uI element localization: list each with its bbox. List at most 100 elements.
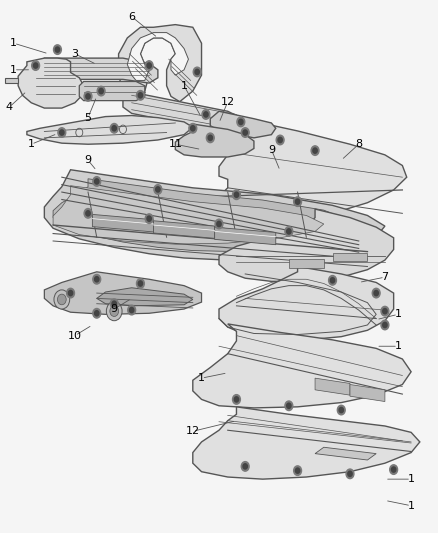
Text: 9: 9 <box>85 155 92 165</box>
Polygon shape <box>127 33 188 80</box>
Text: 5: 5 <box>85 112 92 123</box>
Circle shape <box>112 126 117 131</box>
Circle shape <box>383 309 387 314</box>
Polygon shape <box>219 209 394 281</box>
Circle shape <box>241 128 249 138</box>
Circle shape <box>53 45 61 54</box>
Circle shape <box>374 290 378 296</box>
Text: 1: 1 <box>198 373 205 383</box>
Text: 10: 10 <box>68 330 82 341</box>
Polygon shape <box>53 185 324 244</box>
Circle shape <box>206 133 214 143</box>
Circle shape <box>95 277 99 282</box>
Circle shape <box>293 466 301 475</box>
Polygon shape <box>153 221 215 238</box>
Circle shape <box>337 405 345 415</box>
Circle shape <box>110 124 118 133</box>
Circle shape <box>392 467 396 472</box>
Circle shape <box>137 91 145 100</box>
Circle shape <box>95 311 99 316</box>
Circle shape <box>57 294 66 305</box>
Circle shape <box>67 288 74 298</box>
Circle shape <box>233 190 240 199</box>
Circle shape <box>84 208 92 218</box>
Text: 11: 11 <box>168 139 182 149</box>
Circle shape <box>189 124 197 133</box>
Circle shape <box>147 63 151 68</box>
Polygon shape <box>92 214 153 232</box>
Circle shape <box>138 93 143 98</box>
Text: 1: 1 <box>408 500 415 511</box>
Polygon shape <box>210 111 276 138</box>
Text: 1: 1 <box>408 474 415 484</box>
Polygon shape <box>5 78 18 83</box>
Circle shape <box>313 148 317 154</box>
Circle shape <box>93 176 101 186</box>
Circle shape <box>68 290 73 296</box>
Circle shape <box>99 88 103 94</box>
Polygon shape <box>315 378 350 395</box>
Text: 6: 6 <box>128 12 135 22</box>
Circle shape <box>154 184 162 194</box>
Circle shape <box>237 117 245 127</box>
Text: 9: 9 <box>111 304 118 314</box>
Text: 1: 1 <box>180 81 187 91</box>
Text: 7: 7 <box>381 272 389 282</box>
Circle shape <box>156 187 160 192</box>
Circle shape <box>112 301 117 306</box>
Polygon shape <box>193 407 420 479</box>
Circle shape <box>147 216 151 221</box>
Polygon shape <box>210 118 407 221</box>
Circle shape <box>293 197 301 206</box>
Circle shape <box>58 128 66 138</box>
Circle shape <box>241 462 249 471</box>
Circle shape <box>381 320 389 330</box>
Circle shape <box>145 61 153 70</box>
Polygon shape <box>315 447 376 460</box>
Polygon shape <box>53 179 359 252</box>
Circle shape <box>295 468 300 473</box>
Circle shape <box>106 302 122 321</box>
Circle shape <box>372 288 380 298</box>
Circle shape <box>278 138 282 143</box>
Text: 1: 1 <box>28 139 35 149</box>
Polygon shape <box>44 169 385 260</box>
Polygon shape <box>119 25 201 102</box>
Circle shape <box>93 309 101 318</box>
Text: 1: 1 <box>395 309 402 319</box>
Circle shape <box>287 229 291 234</box>
Circle shape <box>33 63 38 68</box>
Circle shape <box>86 211 90 216</box>
Circle shape <box>390 465 398 474</box>
Circle shape <box>311 146 319 156</box>
Polygon shape <box>175 124 254 157</box>
Circle shape <box>217 221 221 227</box>
Text: 1: 1 <box>10 38 17 48</box>
Polygon shape <box>219 266 394 340</box>
Circle shape <box>138 281 143 286</box>
Circle shape <box>193 67 201 77</box>
Circle shape <box>330 278 335 283</box>
Circle shape <box>128 305 136 315</box>
Polygon shape <box>289 259 324 268</box>
Polygon shape <box>27 116 193 144</box>
Circle shape <box>295 199 300 204</box>
Circle shape <box>234 397 239 402</box>
Circle shape <box>243 130 247 135</box>
Circle shape <box>60 130 64 135</box>
Circle shape <box>339 407 343 413</box>
Circle shape <box>93 274 101 284</box>
Circle shape <box>328 276 336 285</box>
Circle shape <box>137 279 145 288</box>
Polygon shape <box>123 92 241 133</box>
Circle shape <box>215 219 223 229</box>
Circle shape <box>287 403 291 408</box>
Polygon shape <box>193 324 411 408</box>
Circle shape <box>285 227 293 236</box>
Text: 9: 9 <box>268 144 275 155</box>
Circle shape <box>145 214 153 223</box>
Circle shape <box>243 464 247 469</box>
Circle shape <box>32 61 39 70</box>
Text: 12: 12 <box>186 426 200 437</box>
Circle shape <box>348 471 352 477</box>
